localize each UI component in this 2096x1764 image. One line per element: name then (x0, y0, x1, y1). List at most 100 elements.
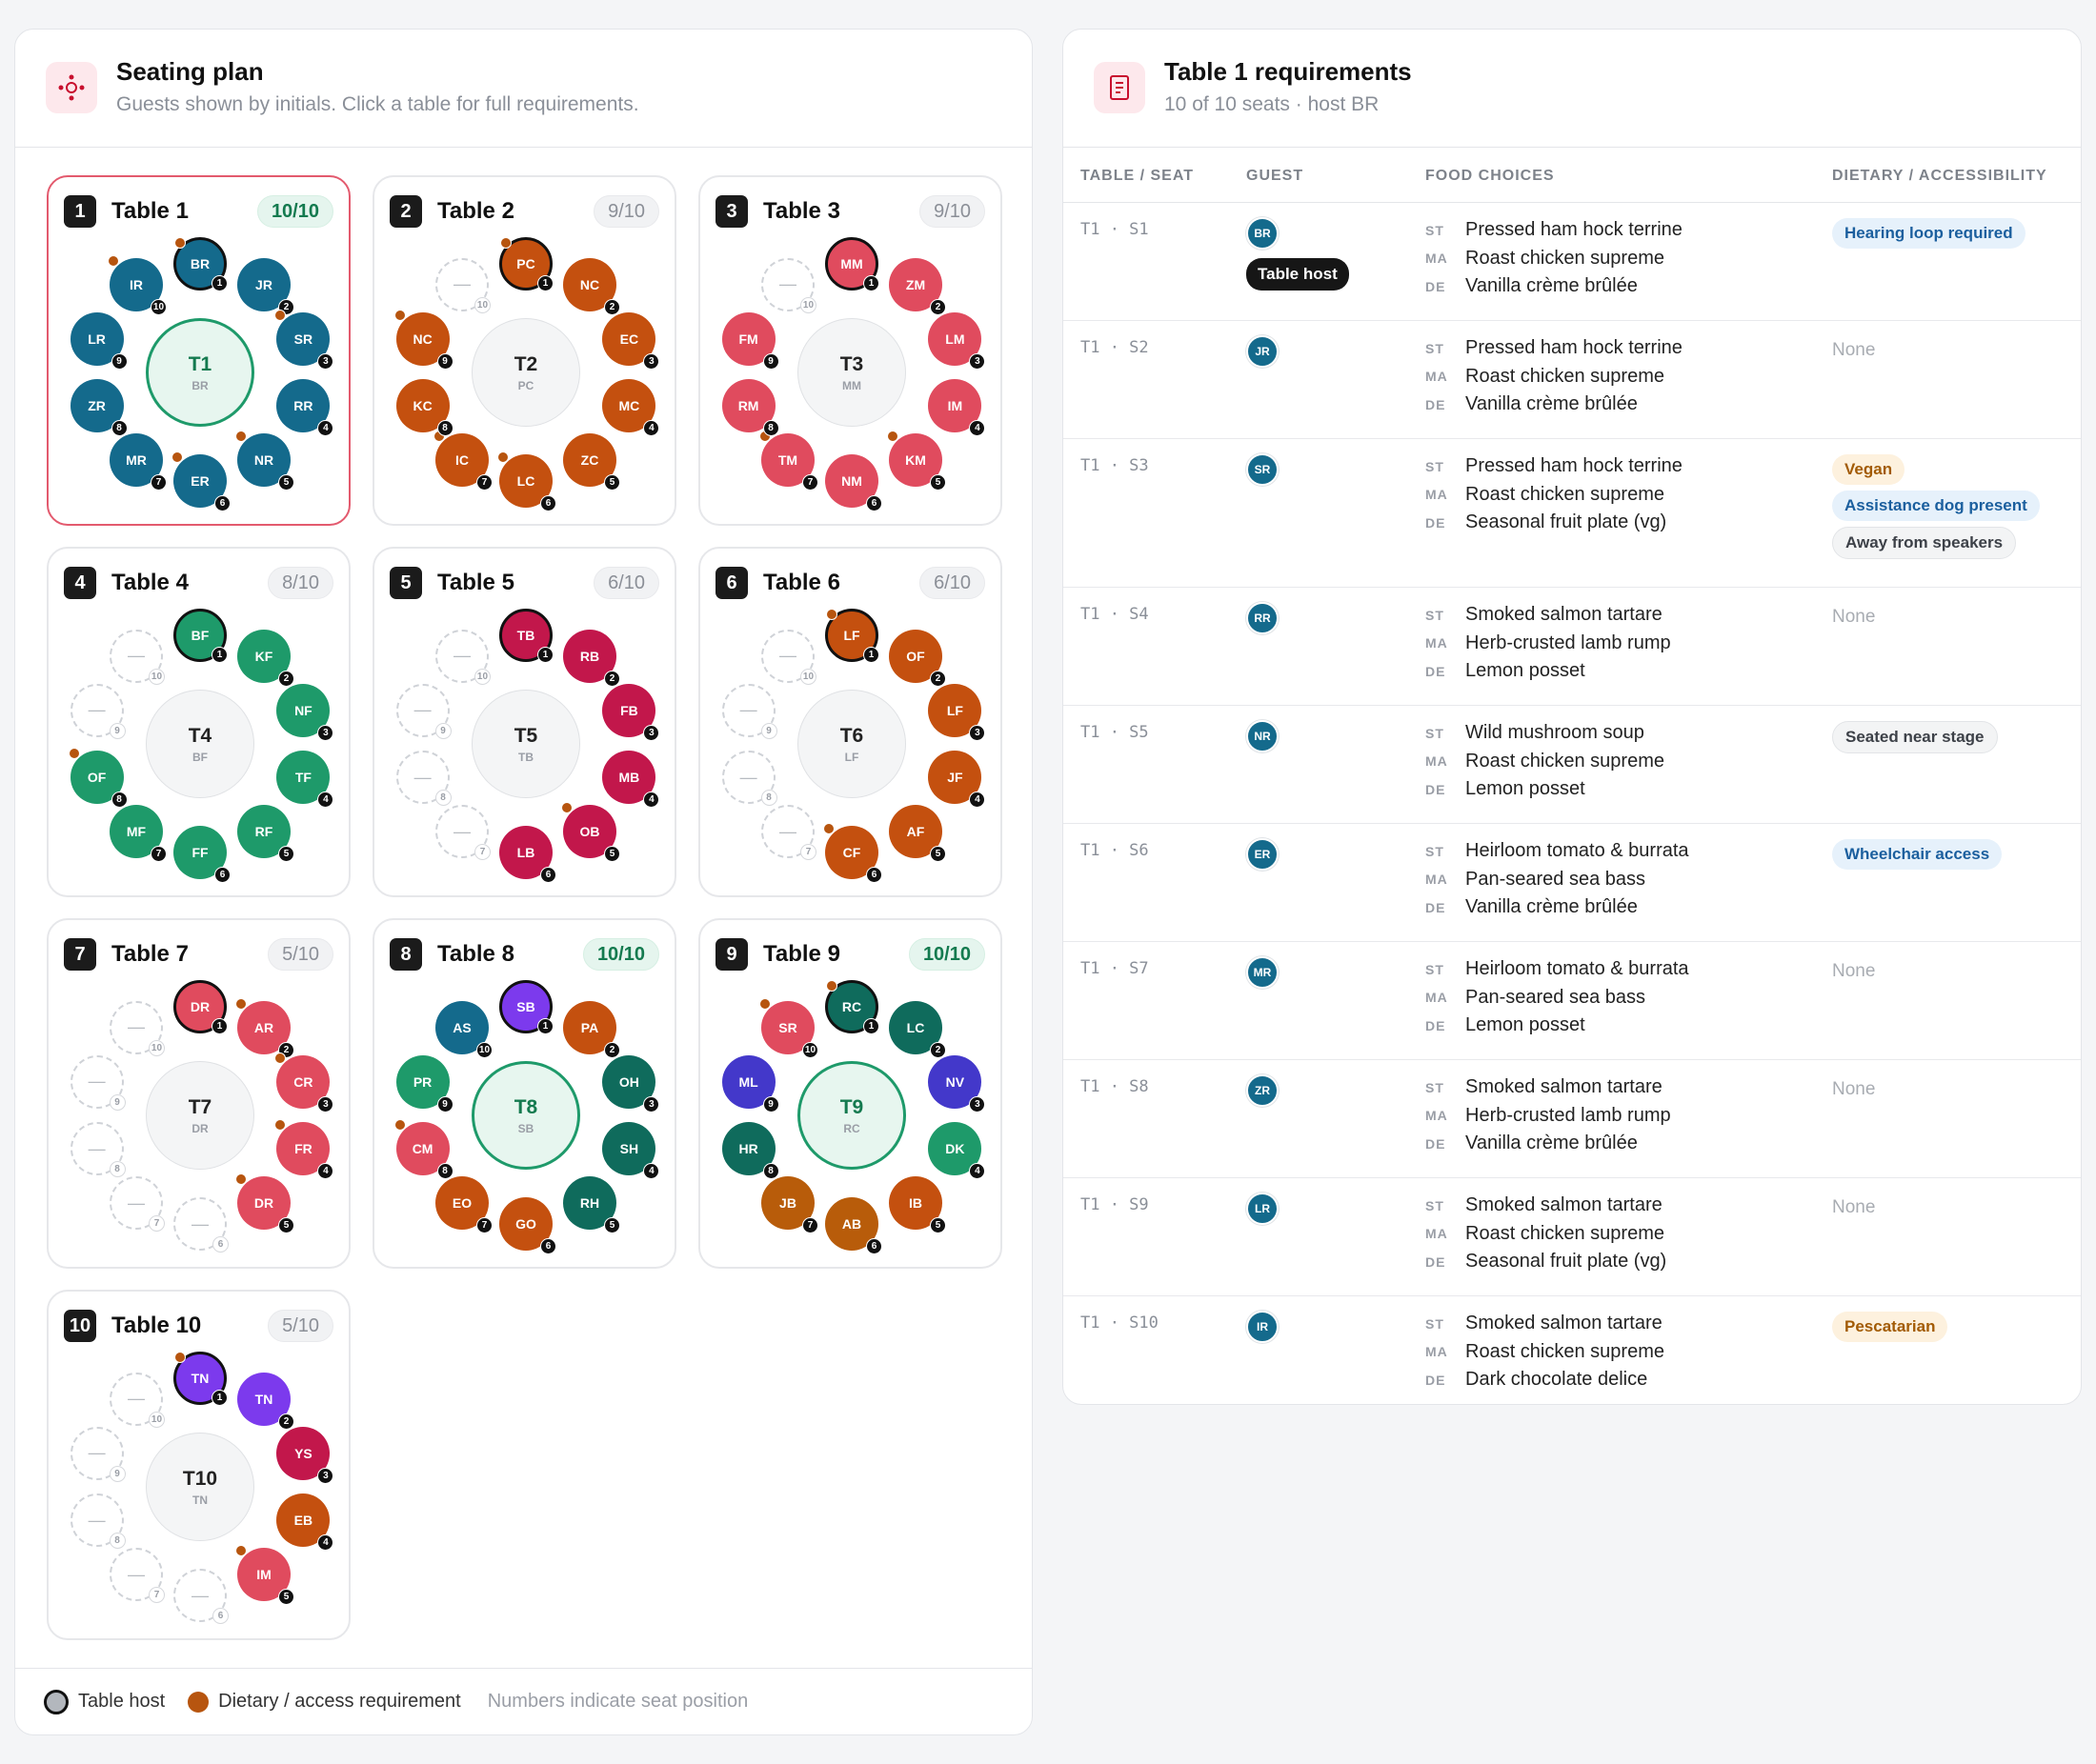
empty-seat[interactable]: —9 (395, 683, 452, 739)
table-card-3[interactable]: 3 Table 3 9/10 T3 MM MM 1 ZM 2 LM 3 IM 4 KM 5 NM 6 TM 7 RM 8… (698, 175, 1002, 526)
table-card-9[interactable]: 9 Table 9 10/10 T9 RC RC 1 LC 2 NV 3 DK 4 IB 5 AB 6 JB 7 HR… (698, 918, 1002, 1269)
guest-seat[interactable]: IM 4 (928, 379, 986, 437)
empty-seat[interactable]: —6 (173, 1197, 229, 1253)
guest-seat[interactable]: AS 10 (434, 1000, 493, 1058)
guest-seat[interactable]: OH 3 (602, 1054, 660, 1113)
table-card-1[interactable]: 1 Table 1 10/10 T1 BR BR 1 JR 2 SR 3 RR 4 NR 5 ER 6 MR 7 ZR… (47, 175, 351, 526)
guest-seat[interactable]: PC 1 (499, 237, 554, 291)
guest-seat[interactable]: DK 4 (928, 1122, 986, 1180)
empty-seat[interactable]: —8 (721, 751, 777, 807)
guest-seat[interactable]: RF 5 (237, 805, 294, 863)
guest-seat[interactable]: AR 2 (235, 997, 294, 1058)
guest-seat[interactable]: PA 2 (563, 1000, 620, 1058)
empty-seat[interactable]: —7 (434, 805, 491, 861)
empty-seat[interactable]: —9 (70, 683, 126, 739)
guest-seat[interactable]: AB 6 (825, 1197, 882, 1254)
guest-seat[interactable]: BR 1 (173, 237, 228, 291)
guest-seat[interactable]: NC 9 (393, 309, 453, 370)
guest-seat[interactable]: RR 4 (276, 379, 334, 437)
empty-seat[interactable]: —8 (70, 1493, 126, 1550)
guest-seat[interactable]: KF 2 (237, 629, 294, 687)
guest-seat[interactable]: LC 2 (889, 1000, 946, 1058)
guest-seat[interactable]: RB 2 (563, 629, 620, 687)
guest-seat[interactable]: FR 4 (274, 1119, 334, 1180)
guest-seat[interactable]: OF 2 (889, 629, 946, 687)
guest-seat[interactable]: SR 10 (758, 997, 818, 1058)
guest-seat[interactable]: AF 5 (889, 805, 946, 863)
guest-seat[interactable]: LC 6 (497, 451, 556, 511)
guest-seat[interactable]: EC 3 (602, 311, 660, 370)
guest-seat[interactable]: ZC 5 (563, 433, 620, 491)
empty-seat[interactable]: —10 (760, 629, 816, 685)
guest-seat[interactable]: IB 5 (889, 1176, 946, 1234)
empty-seat[interactable]: —9 (721, 683, 777, 739)
guest-seat[interactable]: LM 3 (928, 311, 986, 370)
empty-seat[interactable]: —7 (760, 805, 816, 861)
guest-seat[interactable]: NM 6 (825, 454, 882, 511)
guest-seat[interactable]: CR 3 (274, 1052, 334, 1113)
empty-seat[interactable]: —10 (434, 257, 491, 313)
guest-seat[interactable]: CF 6 (823, 823, 882, 883)
guest-seat[interactable]: RC 1 (825, 980, 879, 1034)
guest-seat[interactable]: MC 4 (602, 379, 660, 437)
guest-seat[interactable]: NR 5 (235, 431, 294, 491)
empty-seat[interactable]: —10 (434, 629, 491, 685)
guest-seat[interactable]: IC 7 (433, 431, 493, 491)
guest-seat[interactable]: JF 4 (928, 751, 986, 809)
guest-seat[interactable]: TN 1 (173, 1352, 228, 1406)
guest-seat[interactable]: TB 1 (499, 609, 554, 663)
table-card-10[interactable]: 10 Table 10 5/10 T10 TN TN 1 TN 2 YS 3 EB 4 IM 5—6—7—8… (47, 1290, 351, 1640)
guest-seat[interactable]: OB 5 (561, 802, 620, 863)
empty-seat[interactable]: —6 (173, 1569, 229, 1624)
empty-seat[interactable]: —10 (109, 1372, 165, 1428)
guest-seat[interactable]: SR 3 (274, 309, 334, 370)
empty-seat[interactable]: —9 (70, 1054, 126, 1111)
guest-seat[interactable]: NF 3 (276, 683, 334, 741)
guest-seat[interactable]: HR 8 (721, 1122, 779, 1180)
guest-seat[interactable]: NC 2 (563, 257, 620, 315)
guest-seat[interactable]: SH 4 (602, 1122, 660, 1180)
guest-seat[interactable]: EB 4 (276, 1493, 334, 1552)
guest-seat[interactable]: MM 1 (825, 237, 879, 291)
guest-seat[interactable]: NV 3 (928, 1054, 986, 1113)
guest-seat[interactable]: BF 1 (173, 609, 228, 663)
guest-seat[interactable]: FF 6 (173, 826, 231, 883)
guest-seat[interactable]: TN 2 (237, 1372, 294, 1430)
table-card-7[interactable]: 7 Table 7 5/10 T7 DR DR 1 AR 2 CR 3 FR 4 DR 5—6—7—8—9—… (47, 918, 351, 1269)
table-card-4[interactable]: 4 Table 4 8/10 T4 BF BF 1 KF 2 NF 3 TF 4 RF 5 FF 6 MF 7 OF 8… (47, 547, 351, 897)
guest-seat[interactable]: DR 5 (235, 1173, 294, 1234)
guest-seat[interactable]: LF 1 (825, 609, 879, 663)
empty-seat[interactable]: —7 (109, 1548, 165, 1604)
guest-seat[interactable]: GO 6 (499, 1197, 556, 1254)
guest-seat[interactable]: EO 7 (434, 1176, 493, 1234)
table-card-2[interactable]: 2 Table 2 9/10 T2 PC PC 1 NC 2 EC 3 MC 4 ZC 5 LC 6 IC 7 KC 8… (373, 175, 676, 526)
guest-seat[interactable]: OF 8 (68, 748, 128, 809)
empty-seat[interactable]: —9 (70, 1426, 126, 1482)
guest-seat[interactable]: MR 7 (109, 433, 167, 491)
guest-seat[interactable]: ML 9 (721, 1054, 779, 1113)
guest-seat[interactable]: ZM 2 (889, 257, 946, 315)
guest-seat[interactable]: FB 3 (602, 683, 660, 741)
guest-seat[interactable]: JB 7 (760, 1176, 818, 1234)
empty-seat[interactable]: —7 (109, 1176, 165, 1233)
table-card-5[interactable]: 5 Table 5 6/10 T5 TB TB 1 RB 2 FB 3 MB 4 OB 5 LB 6—7—8—9… (373, 547, 676, 897)
guest-seat[interactable]: ZR 8 (70, 379, 128, 437)
guest-seat[interactable]: PR 9 (395, 1054, 453, 1113)
guest-seat[interactable]: TF 4 (276, 751, 334, 809)
guest-seat[interactable]: IR 10 (107, 254, 167, 315)
guest-seat[interactable]: RH 5 (563, 1176, 620, 1234)
table-card-8[interactable]: 8 Table 8 10/10 T8 SB SB 1 PA 2 OH 3 SH 4 RH 5 GO 6 EO 7 CM… (373, 918, 676, 1269)
guest-seat[interactable]: RM 8 (721, 379, 779, 437)
empty-seat[interactable]: —10 (760, 257, 816, 313)
guest-seat[interactable]: MF 7 (109, 805, 167, 863)
guest-seat[interactable]: KC 8 (395, 379, 453, 437)
guest-seat[interactable]: TM 7 (758, 431, 818, 491)
empty-seat[interactable]: —8 (70, 1122, 126, 1178)
guest-seat[interactable]: JR 2 (237, 257, 294, 315)
guest-seat[interactable]: LF 3 (928, 683, 986, 741)
guest-seat[interactable]: DR 1 (173, 980, 228, 1034)
guest-seat[interactable]: SB 1 (499, 980, 554, 1034)
empty-seat[interactable]: —8 (395, 751, 452, 807)
guest-seat[interactable]: YS 3 (276, 1426, 334, 1484)
guest-seat[interactable]: FM 9 (721, 311, 779, 370)
